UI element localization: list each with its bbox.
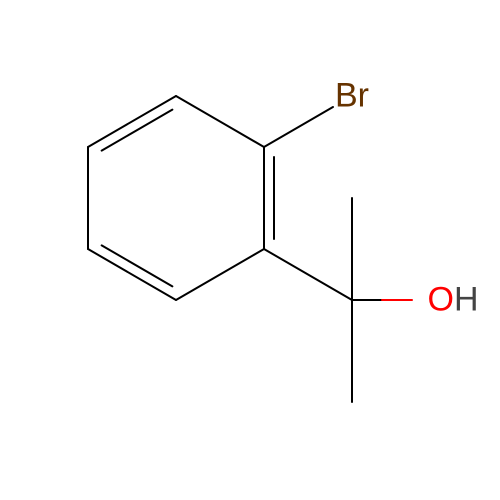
atom-label: Br — [335, 77, 369, 116]
atom-label: OH — [427, 281, 478, 320]
molecule-diagram — [0, 0, 500, 500]
